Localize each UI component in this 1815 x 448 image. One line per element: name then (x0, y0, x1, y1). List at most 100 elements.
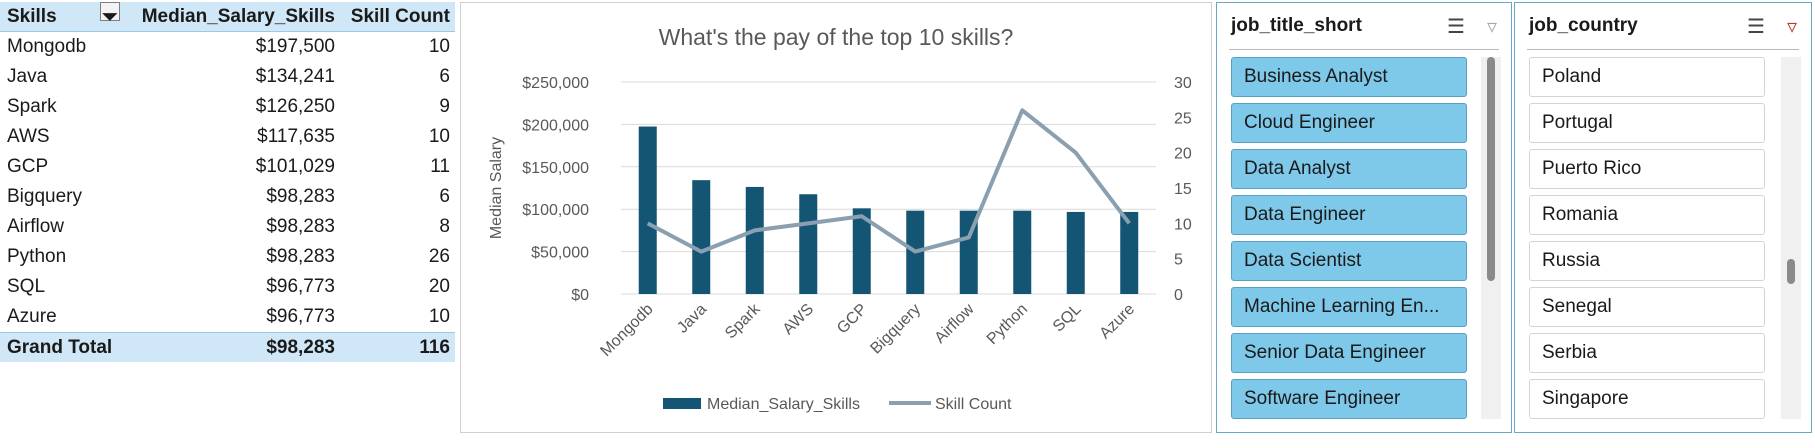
pivot-row[interactable]: Bigquery $98,283 6 (0, 182, 455, 212)
slicer-item[interactable]: Data Analyst (1231, 149, 1467, 189)
clear-filter-icon[interactable]: ▿ (1486, 16, 1497, 38)
y2-tick-label: 10 (1174, 216, 1192, 233)
pivot-cell-skill: Java (7, 66, 48, 87)
slicer-divider (1229, 49, 1499, 50)
slicer-item[interactable]: Senior Data Engineer (1231, 333, 1467, 373)
y2-tick-label: 0 (1174, 287, 1183, 304)
slicer-job-country[interactable]: job_country ☰ ▿ Poland Portugal Puerto Ric… (1514, 2, 1812, 433)
y2-tick-label: 15 (1174, 181, 1192, 198)
sort-filter-icon[interactable]: ⏷ (100, 2, 120, 28)
pivot-row[interactable]: GCP $101,029 11 (0, 152, 455, 182)
pivot-row[interactable]: Python $98,283 26 (0, 242, 455, 272)
pivot-table: Skills ⏷ Median_Salary_Skills Skill Coun… (0, 2, 455, 363)
multi-select-icon[interactable]: ☰ (1447, 16, 1465, 38)
pivot-cell-salary: $98,283 (266, 216, 335, 237)
pivot-cell-salary: $96,773 (266, 306, 335, 327)
slicer-divider (1527, 49, 1799, 50)
bar (638, 126, 657, 295)
bar (745, 186, 764, 294)
clear-filter-icon[interactable]: ▿ (1786, 16, 1797, 38)
pivot-cell-count: 9 (439, 96, 450, 117)
slicer-item[interactable]: Cloud Engineer (1231, 103, 1467, 143)
pivot-header-salary: Median_Salary_Skills (141, 6, 335, 27)
pivot-row[interactable]: Airflow $98,283 8 (0, 212, 455, 242)
slicer-item[interactable]: Serbia (1529, 333, 1765, 373)
pivot-cell-skill: SQL (7, 276, 46, 297)
slicer-item[interactable]: Data Engineer (1231, 195, 1467, 235)
x-tick-label: Python (984, 301, 1031, 348)
y-tick-label: $200,000 (522, 117, 589, 134)
bar (852, 208, 871, 294)
y-tick-label: $250,000 (522, 75, 589, 92)
pivot-cell-salary: $101,029 (255, 156, 335, 177)
legend-swatch-bar (663, 398, 701, 409)
pivot-cell-count: 26 (428, 246, 450, 267)
y-tick-label: $0 (571, 287, 589, 304)
pivot-header-row: Skills ⏷ Median_Salary_Skills Skill Coun… (0, 2, 455, 32)
pivot-cell-skill: Azure (7, 306, 57, 327)
x-tick-label: GCP (834, 301, 871, 338)
pivot-cell-count: 6 (439, 66, 450, 87)
slicer-scrollbar[interactable] (1781, 57, 1801, 419)
slicer-items: Business Analyst Cloud Engineer Data Analy… (1231, 57, 1467, 425)
y-tick-label: $50,000 (531, 245, 589, 262)
slicer-item[interactable]: Russia (1529, 241, 1765, 281)
slicer-item[interactable]: Poland (1529, 57, 1765, 97)
y-axis-label: Median Salary (488, 137, 505, 239)
pivot-cell-count: 10 (428, 306, 450, 327)
slicer-title: job_title_short (1231, 15, 1362, 36)
pivot-cell-count: 8 (439, 216, 450, 237)
x-tick-label: Spark (722, 300, 764, 342)
bar (1066, 211, 1085, 294)
pivot-row[interactable]: AWS $117,635 10 (0, 122, 455, 152)
grand-total-label: Grand Total (7, 337, 113, 358)
slicer-scroll-thumb[interactable] (1487, 57, 1495, 282)
slicer-item[interactable]: Business Analyst (1231, 57, 1467, 97)
combo-chart[interactable]: What's the pay of the top 10 skills? $0 $5… (460, 2, 1212, 433)
x-tick-label: AWS (780, 301, 817, 338)
pivot-cell-count: 11 (430, 156, 450, 177)
pivot-cell-salary: $126,250 (255, 96, 335, 117)
pivot-row[interactable]: Spark $126,250 9 (0, 92, 455, 122)
pivot-cell-salary: $134,241 (255, 66, 335, 87)
pivot-cell-skill: Airflow (7, 216, 65, 237)
slicer-item[interactable]: Senegal (1529, 287, 1765, 327)
pivot-grand-total-row: Grand Total $98,283 116 (0, 332, 455, 363)
pivot-header-skills[interactable]: Skills (7, 6, 57, 27)
slicer-item[interactable]: Romania (1529, 195, 1765, 235)
slicer-item[interactable]: Machine Learning En... (1231, 287, 1467, 327)
slicer-job-title-short[interactable]: job_title_short ☰ ▿ Business Analyst Clou… (1216, 2, 1512, 433)
multi-select-icon[interactable]: ☰ (1747, 16, 1765, 38)
y-tick-label: $150,000 (522, 160, 589, 177)
y2-tick-label: 30 (1174, 75, 1192, 92)
pivot-cell-count: 10 (428, 126, 450, 147)
slicer-item[interactable]: Portugal (1529, 103, 1765, 143)
slicer-item[interactable]: Singapore (1529, 379, 1765, 419)
pivot-cell-salary: $117,635 (257, 126, 335, 147)
x-tick-label: Airflow (932, 300, 978, 346)
bar (1120, 211, 1139, 294)
slicer-item[interactable]: Software Engineer (1231, 379, 1467, 419)
slicer-item[interactable]: Data Scientist (1231, 241, 1467, 281)
pivot-cell-skill: Python (7, 246, 67, 267)
x-tick-label: Mongodb (597, 301, 656, 360)
pivot-cell-count: 20 (428, 276, 450, 297)
chart-title: What's the pay of the top 10 skills? (659, 24, 1014, 50)
slicer-scroll-thumb[interactable] (1787, 258, 1795, 285)
pivot-row[interactable]: Mongodb $197,500 10 (0, 32, 455, 62)
pivot-cell-salary: $98,283 (266, 246, 335, 267)
pivot-row[interactable]: Java $134,241 6 (0, 62, 455, 92)
y2-tick-label: 20 (1174, 146, 1192, 163)
pivot-row[interactable]: Azure $96,773 10 (0, 302, 455, 332)
legend-label: Median_Salary_Skills (707, 396, 860, 413)
bar (799, 194, 818, 294)
pivot-cell-skill: Bigquery (7, 186, 82, 207)
slicer-item[interactable]: Puerto Rico (1529, 149, 1765, 189)
x-tick-label: Java (674, 301, 710, 337)
pivot-row[interactable]: SQL $96,773 20 (0, 272, 455, 302)
grand-total-salary: $98,283 (266, 337, 335, 358)
bar (692, 180, 711, 294)
series-line (646, 108, 1131, 254)
grand-total-count: 116 (419, 337, 450, 358)
slicer-scrollbar[interactable] (1481, 57, 1501, 419)
